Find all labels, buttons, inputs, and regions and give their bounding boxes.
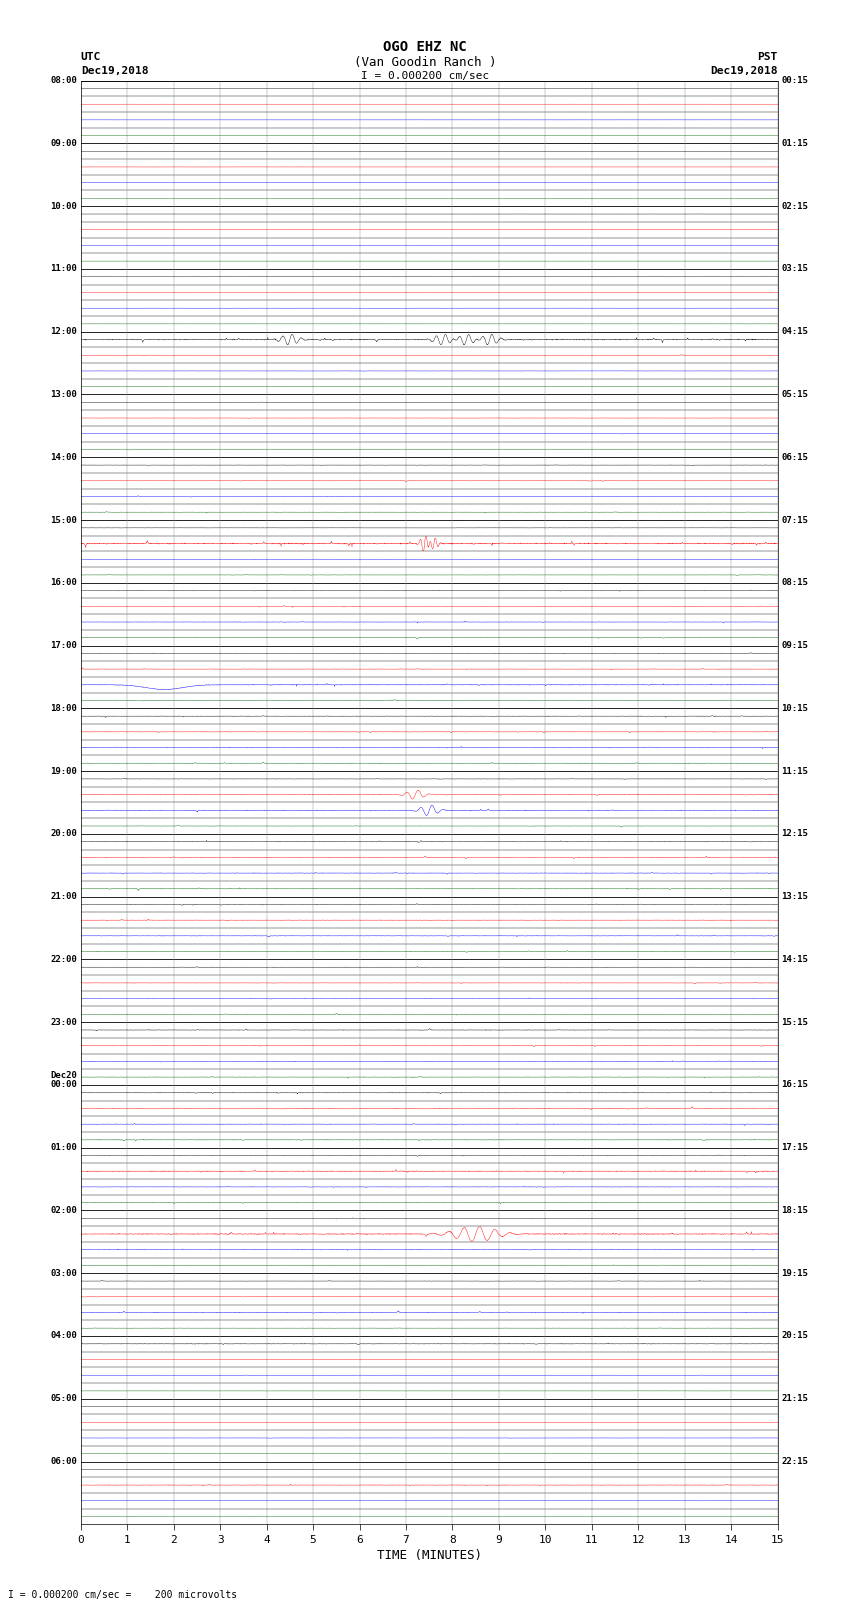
Text: UTC: UTC bbox=[81, 52, 101, 61]
Text: 20:15: 20:15 bbox=[781, 1331, 808, 1340]
Text: Dec20: Dec20 bbox=[50, 1071, 77, 1081]
Text: 08:15: 08:15 bbox=[781, 579, 808, 587]
Text: 04:00: 04:00 bbox=[50, 1331, 77, 1340]
Text: 14:15: 14:15 bbox=[781, 955, 808, 965]
Text: 15:15: 15:15 bbox=[781, 1018, 808, 1026]
Text: 06:00: 06:00 bbox=[50, 1457, 77, 1466]
Text: 22:15: 22:15 bbox=[781, 1457, 808, 1466]
Text: PST: PST bbox=[757, 52, 778, 61]
Text: 00:15: 00:15 bbox=[781, 76, 808, 85]
Text: 17:00: 17:00 bbox=[50, 640, 77, 650]
Text: 23:00: 23:00 bbox=[50, 1018, 77, 1026]
Text: 12:15: 12:15 bbox=[781, 829, 808, 839]
X-axis label: TIME (MINUTES): TIME (MINUTES) bbox=[377, 1548, 482, 1561]
Text: 05:00: 05:00 bbox=[50, 1394, 77, 1403]
Text: 02:15: 02:15 bbox=[781, 202, 808, 211]
Text: Dec19,2018: Dec19,2018 bbox=[81, 66, 148, 76]
Text: 00:00: 00:00 bbox=[50, 1081, 77, 1089]
Text: 10:00: 10:00 bbox=[50, 202, 77, 211]
Text: 06:15: 06:15 bbox=[781, 453, 808, 461]
Text: 12:00: 12:00 bbox=[50, 327, 77, 336]
Text: 05:15: 05:15 bbox=[781, 390, 808, 398]
Text: 15:00: 15:00 bbox=[50, 516, 77, 524]
Text: 19:15: 19:15 bbox=[781, 1269, 808, 1277]
Text: 17:15: 17:15 bbox=[781, 1144, 808, 1152]
Text: 09:15: 09:15 bbox=[781, 640, 808, 650]
Text: 14:00: 14:00 bbox=[50, 453, 77, 461]
Text: 18:15: 18:15 bbox=[781, 1207, 808, 1215]
Text: 11:15: 11:15 bbox=[781, 766, 808, 776]
Text: 04:15: 04:15 bbox=[781, 327, 808, 336]
Text: 01:00: 01:00 bbox=[50, 1144, 77, 1152]
Text: 13:00: 13:00 bbox=[50, 390, 77, 398]
Text: 21:15: 21:15 bbox=[781, 1394, 808, 1403]
Text: 13:15: 13:15 bbox=[781, 892, 808, 902]
Text: 02:00: 02:00 bbox=[50, 1207, 77, 1215]
Text: (Van Goodin Ranch ): (Van Goodin Ranch ) bbox=[354, 56, 496, 69]
Text: 21:00: 21:00 bbox=[50, 892, 77, 902]
Text: 16:15: 16:15 bbox=[781, 1081, 808, 1089]
Text: 16:00: 16:00 bbox=[50, 579, 77, 587]
Text: 08:00: 08:00 bbox=[50, 76, 77, 85]
Text: 09:00: 09:00 bbox=[50, 139, 77, 148]
Text: 03:15: 03:15 bbox=[781, 265, 808, 274]
Text: I = 0.000200 cm/sec: I = 0.000200 cm/sec bbox=[361, 71, 489, 81]
Text: OGO EHZ NC: OGO EHZ NC bbox=[383, 40, 467, 55]
Text: Dec19,2018: Dec19,2018 bbox=[711, 66, 778, 76]
Text: 07:15: 07:15 bbox=[781, 516, 808, 524]
Text: 19:00: 19:00 bbox=[50, 766, 77, 776]
Text: 22:00: 22:00 bbox=[50, 955, 77, 965]
Text: I = 0.000200 cm/sec =    200 microvolts: I = 0.000200 cm/sec = 200 microvolts bbox=[8, 1590, 238, 1600]
Text: 03:00: 03:00 bbox=[50, 1269, 77, 1277]
Text: 01:15: 01:15 bbox=[781, 139, 808, 148]
Text: 10:15: 10:15 bbox=[781, 703, 808, 713]
Text: 18:00: 18:00 bbox=[50, 703, 77, 713]
Text: 20:00: 20:00 bbox=[50, 829, 77, 839]
Text: 11:00: 11:00 bbox=[50, 265, 77, 274]
